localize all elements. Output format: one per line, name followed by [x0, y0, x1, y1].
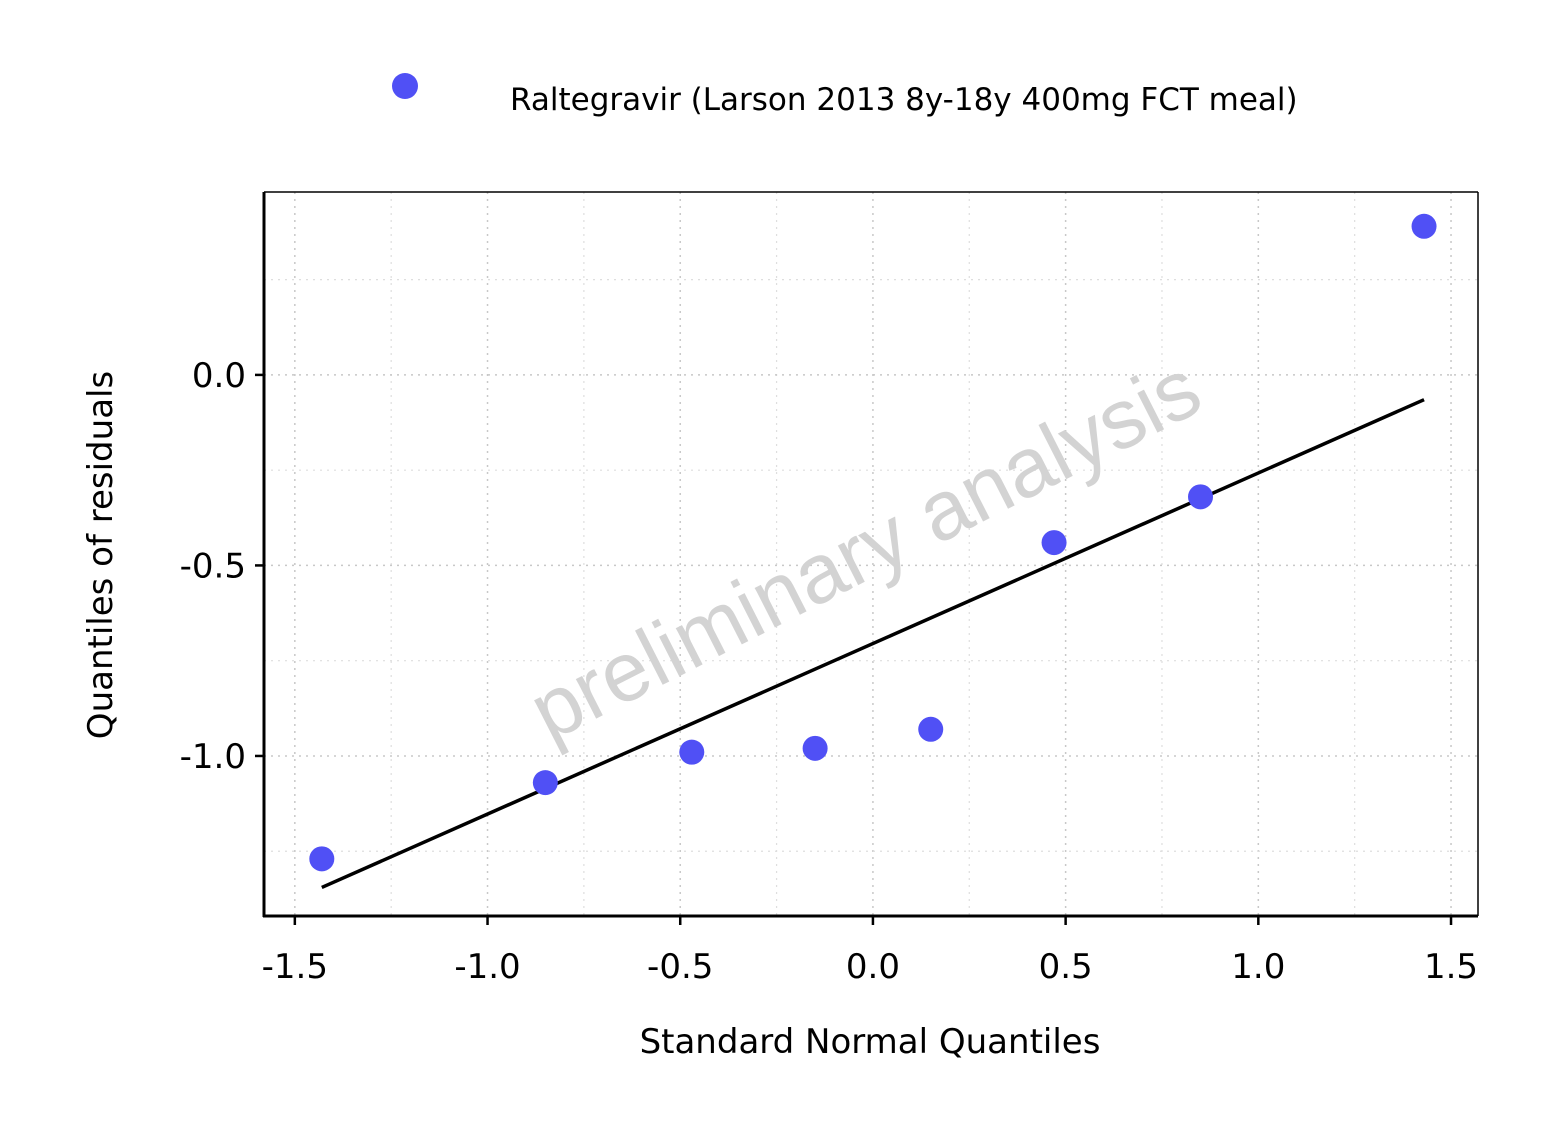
y-tick-label: 0.0	[192, 356, 246, 396]
x-tick-label: 0.5	[1039, 947, 1093, 987]
y-axis-title: Quantiles of residuals	[81, 371, 121, 739]
data-point	[1041, 530, 1067, 556]
reference-line	[321, 398, 1425, 890]
x-axis-ticks: -1.5 -1.0 -0.5 0.0 0.5 1.0 1.5	[262, 916, 1478, 987]
axes	[262, 191, 1479, 918]
data-point	[918, 716, 944, 742]
data-point	[309, 846, 335, 872]
y-axis-ticks: -1.0 -0.5 0.0	[180, 356, 264, 777]
x-tick-label: 0.0	[846, 947, 900, 987]
x-tick-label: 1.5	[1424, 947, 1478, 987]
data-point	[1411, 213, 1437, 239]
x-tick-label: 1.0	[1231, 947, 1285, 987]
data-point	[802, 735, 828, 761]
watermark-text: preliminary analysis	[515, 340, 1215, 759]
data-points	[309, 213, 1437, 872]
data-point	[532, 770, 558, 796]
grid-lines	[264, 192, 1478, 916]
x-tick-label: -1.0	[454, 947, 520, 987]
data-point	[1188, 484, 1214, 510]
y-tick-label: -0.5	[180, 546, 246, 586]
y-tick-label: -1.0	[180, 737, 246, 777]
x-tick-label: -0.5	[647, 947, 713, 987]
legend-label: Raltegravir (Larson 2013 8y-18y 400mg FC…	[510, 82, 1298, 118]
x-axis-title: Standard Normal Quantiles	[640, 1022, 1101, 1062]
legend-marker	[392, 73, 418, 99]
legend: Raltegravir (Larson 2013 8y-18y 400mg FC…	[392, 73, 1298, 118]
data-point	[679, 739, 705, 765]
x-tick-label: -1.5	[262, 947, 328, 987]
